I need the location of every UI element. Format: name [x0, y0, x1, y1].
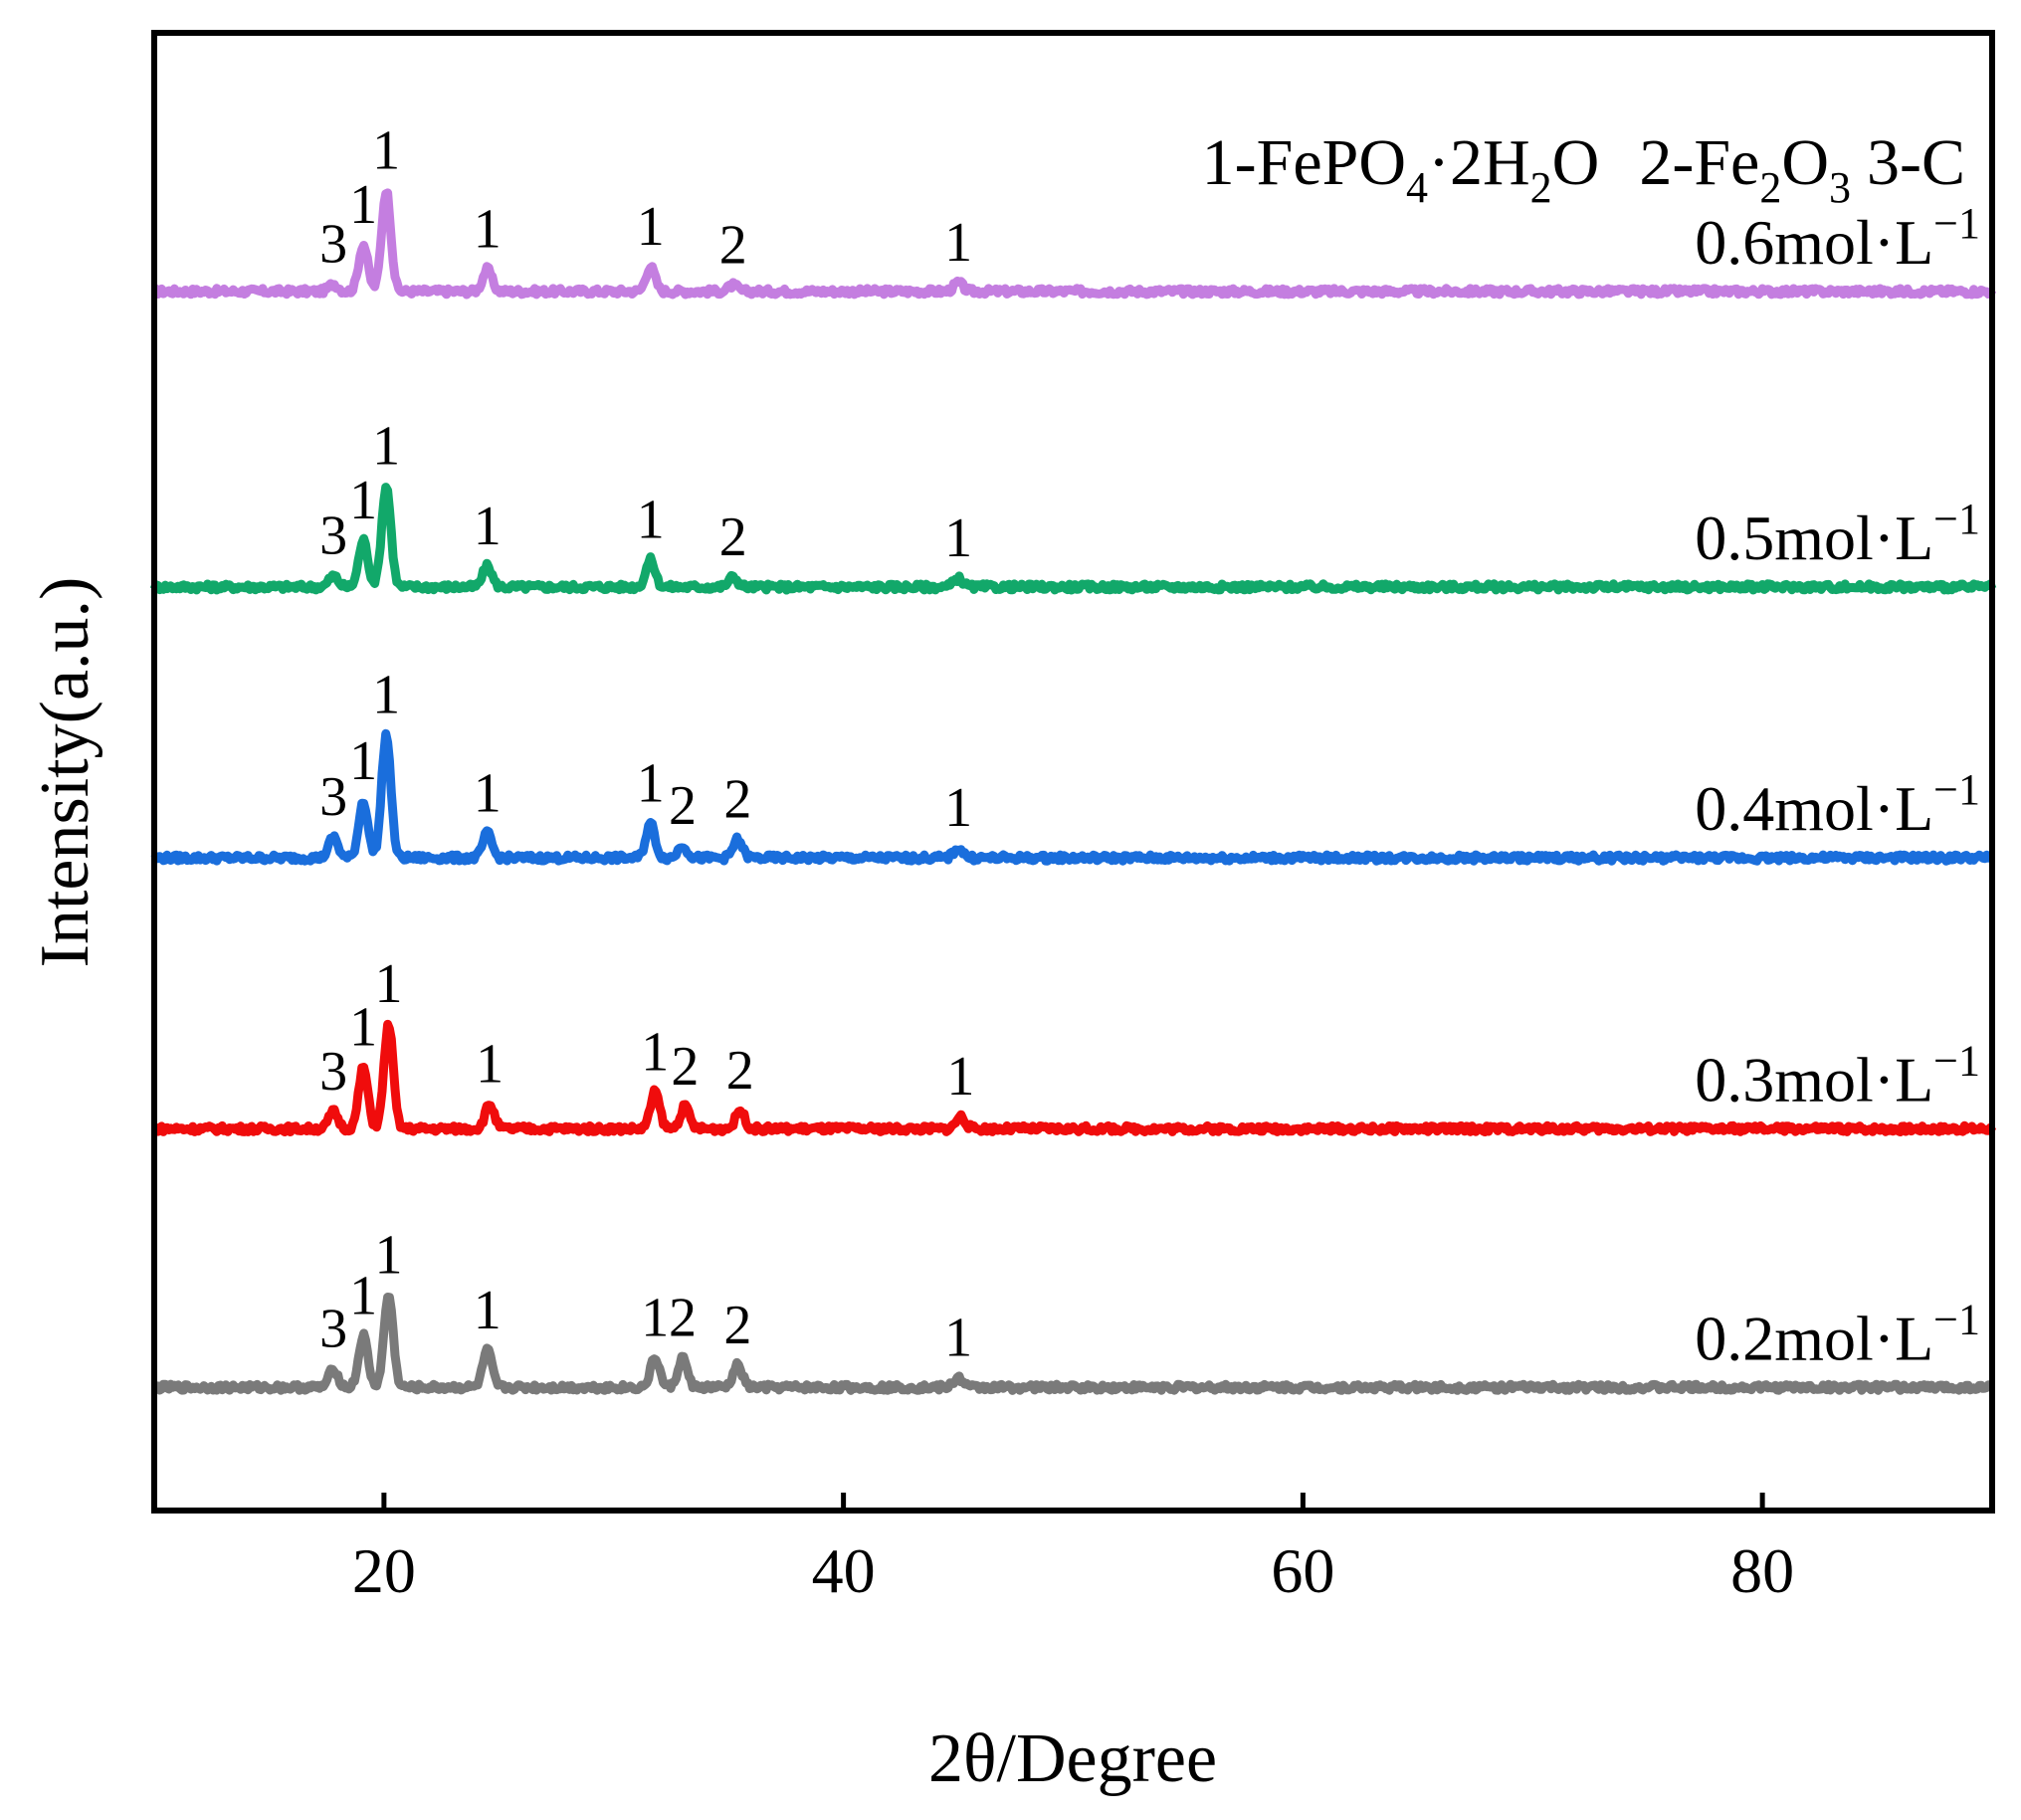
- peak-marker: 1: [946, 1046, 974, 1108]
- peak-marker: 1: [637, 490, 665, 551]
- peak-marker: 2: [719, 506, 747, 568]
- peak-marker: 1: [474, 1280, 502, 1341]
- x-tick-label: 20: [352, 1535, 416, 1606]
- peak-marker: 3: [319, 766, 347, 828]
- peak-marker: 1: [637, 196, 665, 258]
- peak-marker: 2: [726, 1040, 754, 1102]
- peak-marker: 1: [641, 1288, 669, 1349]
- x-tick-label: 80: [1730, 1535, 1794, 1606]
- series-line: [149, 483, 1997, 595]
- peak-marker: 2: [723, 1295, 751, 1356]
- peak-marker: 2: [669, 1288, 697, 1349]
- peak-marker: 1: [349, 470, 377, 531]
- peak-marker: 2: [669, 775, 697, 837]
- series-line: [150, 728, 1995, 866]
- peak-marker: 3: [319, 1299, 347, 1360]
- peak-marker: 2: [723, 769, 751, 831]
- peak-marker: 1: [474, 762, 502, 824]
- y-axis-title: Intensity(a.u.): [27, 577, 103, 968]
- series-name-label: 0.2mol·L−1: [1695, 1295, 1980, 1373]
- peak-marker: 3: [319, 213, 347, 275]
- x-axis-ticks: 20 40 60 80: [352, 1493, 1794, 1606]
- series-labels: 0.6mol·L−1 0.5mol·L−1 0.4mol·L−1 0.3mol·L−1…: [1695, 199, 1980, 1373]
- peak-marker: 3: [319, 506, 347, 567]
- series-name-label: 0.5mol·L−1: [1695, 495, 1980, 573]
- series-line: [151, 188, 1997, 300]
- series-name-label: 0.3mol·L−1: [1695, 1036, 1980, 1114]
- peak-marker: 1: [944, 212, 972, 274]
- series-name-label: 0.4mol·L−1: [1695, 765, 1980, 844]
- series-name-label: 0.6mol·L−1: [1695, 199, 1980, 278]
- peak-marker: 1: [944, 507, 972, 569]
- peak-marker: 1: [349, 1265, 377, 1326]
- peak-marker: 1: [372, 119, 400, 181]
- series-line: [151, 1293, 1995, 1395]
- peak-marker: 1: [476, 1034, 504, 1096]
- x-axis-title: 2θ/Degree: [928, 1720, 1217, 1797]
- x-tick-label: 60: [1271, 1535, 1334, 1606]
- peak-marker: 1: [944, 777, 972, 839]
- peak-marker: 1: [374, 953, 402, 1015]
- series-curves: [149, 188, 1997, 1395]
- peak-marker: 1: [349, 997, 377, 1059]
- peak-marker: 1: [374, 1224, 402, 1286]
- peak-marker: 1: [349, 174, 377, 236]
- plot-frame: [151, 30, 1995, 1514]
- peak-marker: 3: [319, 1041, 347, 1103]
- peak-marker: 1: [349, 730, 377, 792]
- peak-marker: 1: [944, 1307, 972, 1368]
- peak-marker: 2: [671, 1036, 699, 1098]
- peak-marker: 1: [474, 496, 502, 557]
- peak-marker: 1: [641, 1021, 669, 1083]
- peak-marker: 1: [637, 752, 665, 814]
- peak-marker: 1: [372, 664, 400, 725]
- legend-phase-key: 1-FePO4·2H2O 2-Fe2O3 3-C: [1202, 126, 1965, 212]
- series-line: [151, 1019, 1997, 1136]
- peak-marker: 1: [372, 415, 400, 477]
- x-tick-label: 40: [812, 1535, 876, 1606]
- peak-marker: 2: [719, 215, 747, 277]
- peak-marker: 1: [474, 199, 502, 261]
